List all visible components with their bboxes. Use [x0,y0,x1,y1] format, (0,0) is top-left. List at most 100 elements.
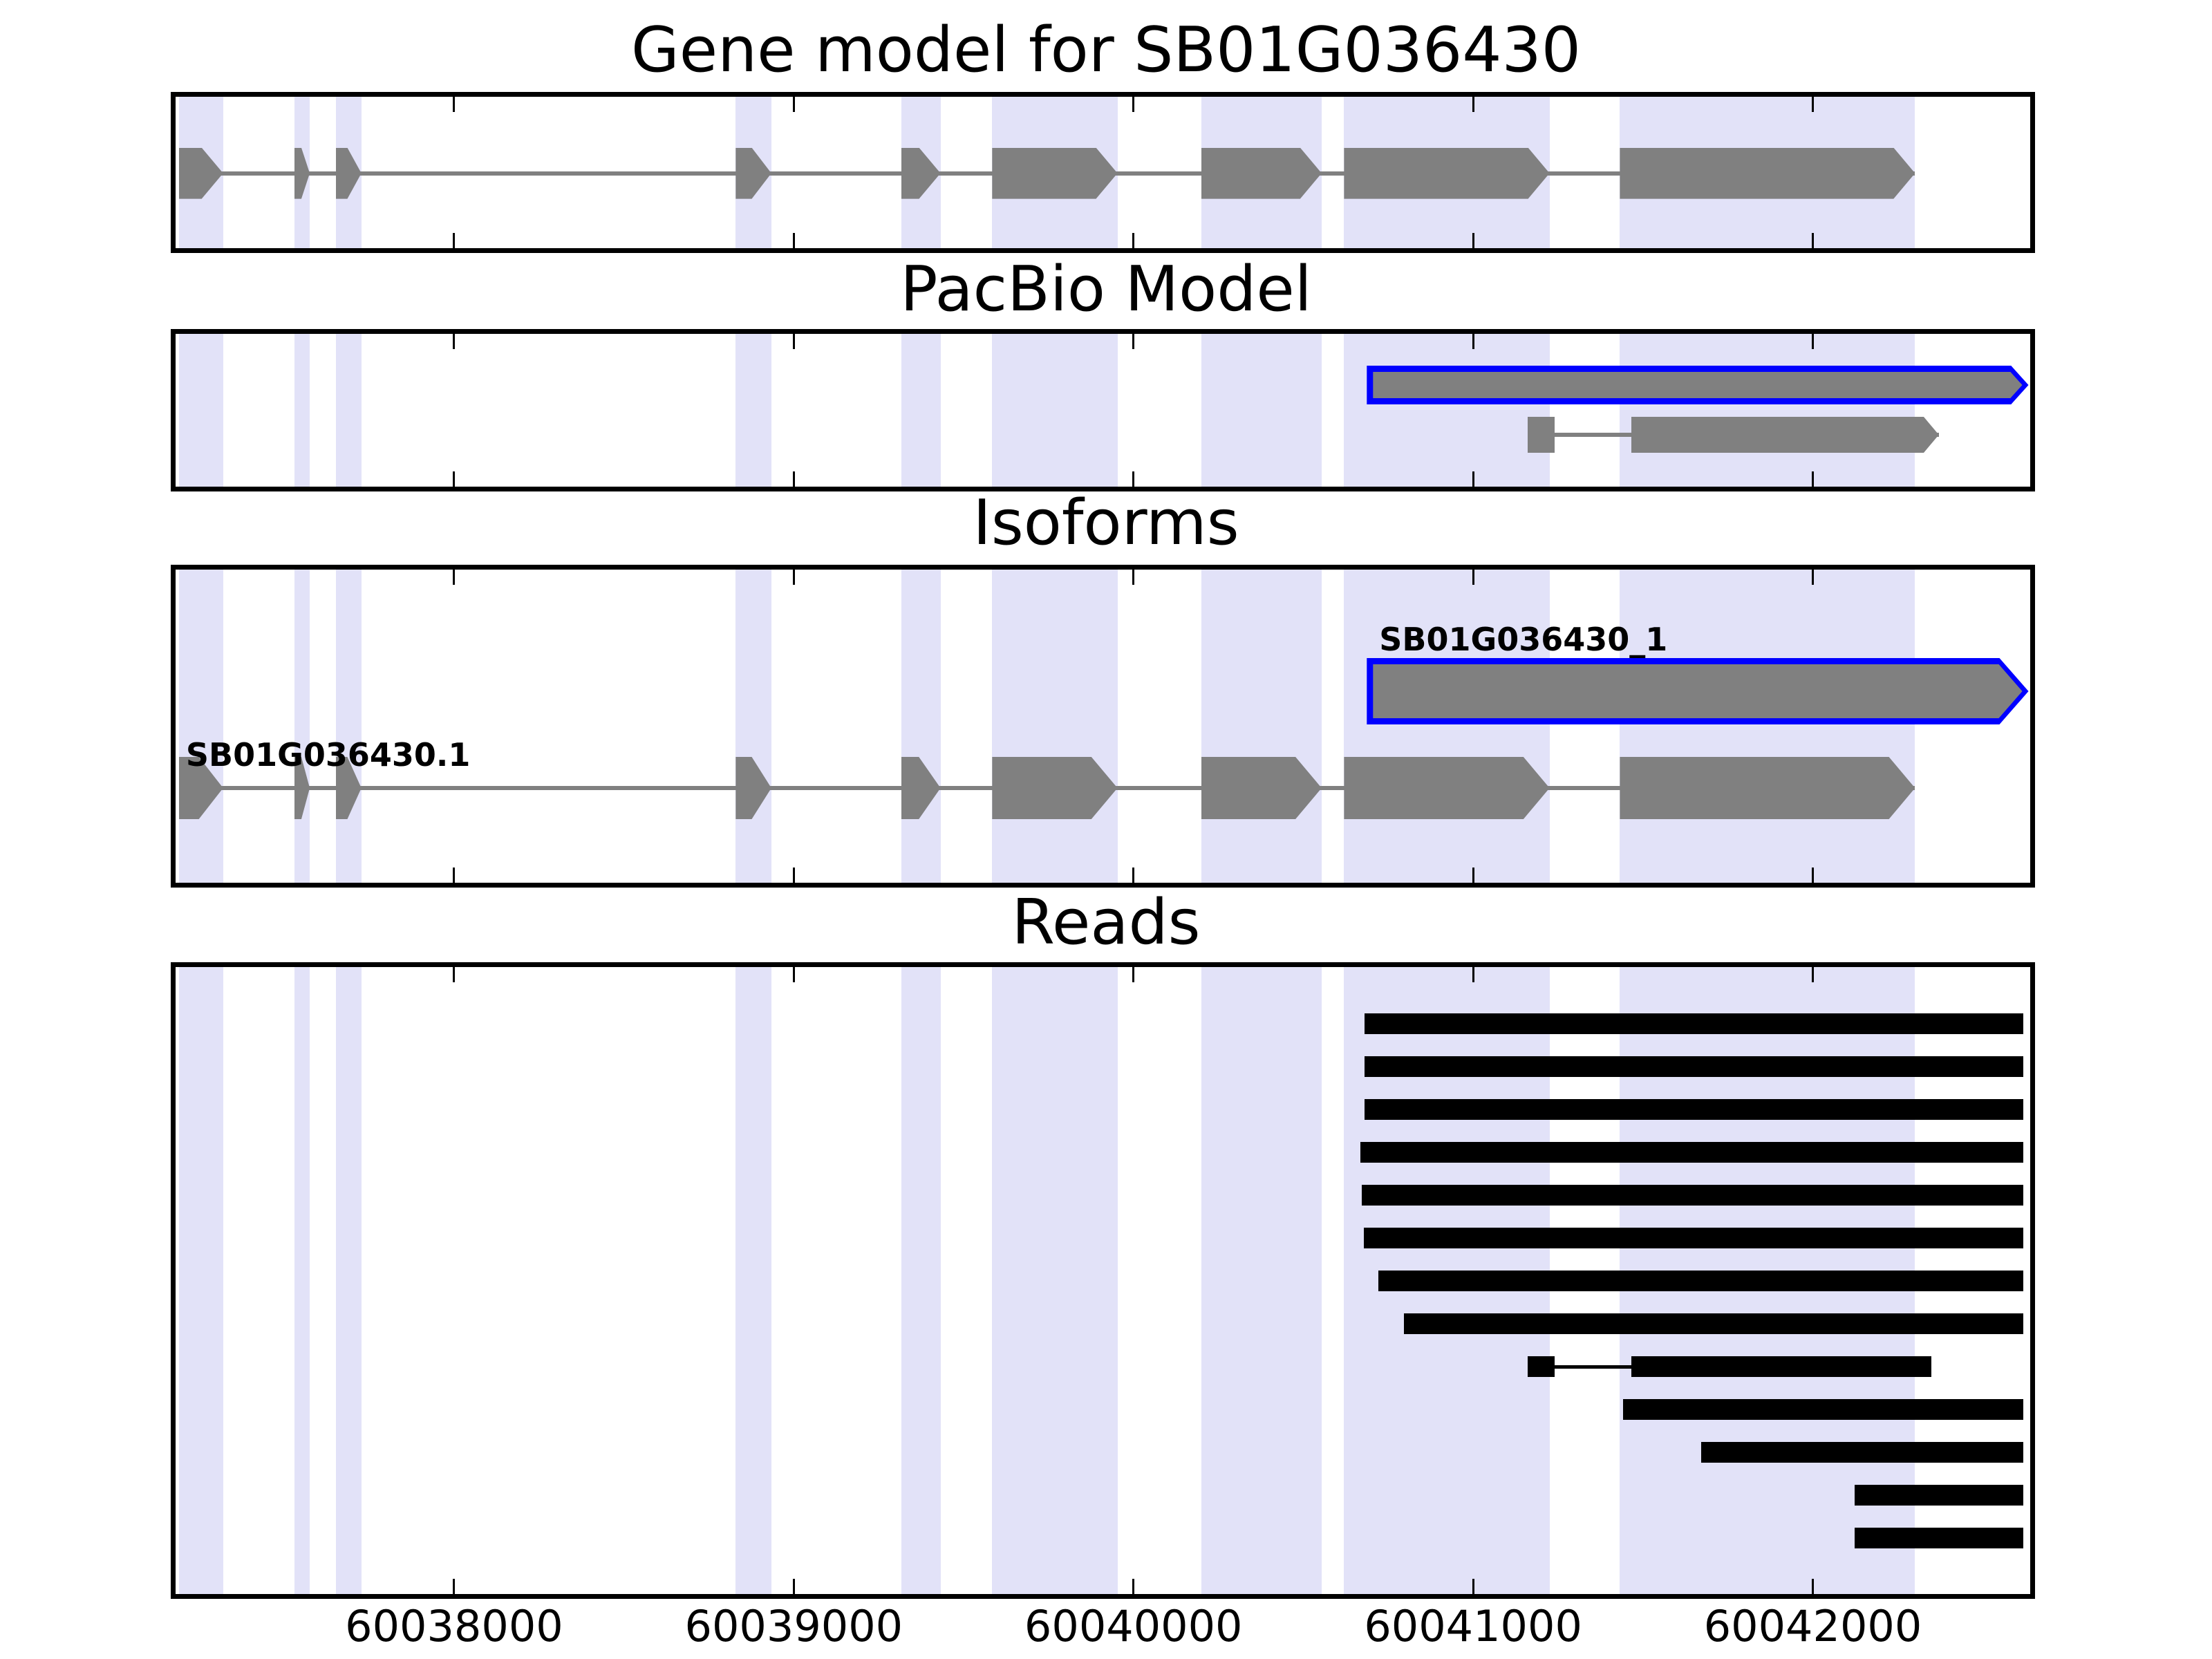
axis-tick [1812,97,1814,112]
axis-tick [453,1579,456,1594]
axis-tick [1472,1579,1474,1594]
exon-highlight-band [735,967,771,1594]
axis-tick [792,967,795,982]
axis-tick [792,868,795,883]
exon-highlight-band [901,967,941,1594]
axis-tick [792,1579,795,1594]
axis-tick [453,967,456,982]
exon-highlight-band [178,967,223,1594]
axis-tick [792,97,795,112]
title-reads: Reads [1011,886,1201,959]
exon-arrow [992,757,1118,819]
axis-tick [1472,471,1474,487]
axis-tick [1132,233,1135,248]
read-bar [1361,1185,2024,1206]
read-bar [1404,1313,2024,1334]
axis-tick [1132,1579,1135,1594]
axis-tick [1132,967,1135,982]
exon-highlight-band [992,967,1118,1594]
read-bar [1364,1013,2024,1034]
exon-highlight-band [992,334,1118,487]
isoform-label: SB01G036430.1 [185,736,471,774]
axis-tick [453,97,456,112]
read-bar [1364,1056,2024,1077]
exon-highlight-band [294,967,310,1594]
exon-highlight-band [992,570,1118,883]
axis-tick [453,233,456,248]
exon-highlight-band [294,334,310,487]
read-bar [1527,1356,1555,1377]
read-bar [1854,1485,2024,1506]
read-bar [1631,1356,1932,1377]
axis-tick [1132,471,1135,487]
exon-highlight-band [1620,334,1915,487]
x-tick-label: 60042000 [1703,1601,1922,1651]
axis-tick [453,471,456,487]
read-bar [1622,1399,2024,1420]
axis-tick [453,570,456,585]
axis-tick [1472,97,1474,112]
axis-tick [1812,334,1814,349]
panel-isoforms: SB01G036430_1 SB01G036430.1 [171,565,2035,888]
pacbio-arrow-outline [1367,366,2029,404]
exon-highlight-band [901,334,941,487]
x-tick-label: 60041000 [1364,1601,1582,1651]
exon-arrow [1344,757,1550,819]
x-tick-label: 60040000 [1024,1601,1243,1651]
exon-highlight-band [1620,570,1915,883]
axis-tick [1472,570,1474,585]
axis-tick [1812,868,1814,883]
read-bar [1363,1228,2024,1248]
title-gene-model: Gene model for SB01G036430 [630,14,1582,86]
axis-tick [1132,570,1135,585]
isoform-label: SB01G036430_1 [1379,621,1668,658]
exon-highlight-band [1201,570,1322,883]
axis-tick [1812,1579,1814,1594]
exon-highlight-band [1344,334,1550,487]
exon-arrow [1620,147,1915,199]
exon-highlight-band [735,570,771,883]
title-pacbio-model: PacBio Model [900,253,1312,326]
axis-tick [1472,967,1474,982]
read-bar [1360,1142,2024,1163]
axis-tick [1472,334,1474,349]
exon-highlight-band [178,334,223,487]
exon-highlight-band [294,570,310,883]
axis-tick [1812,967,1814,982]
exon-arrow [1344,147,1550,199]
read-bar [1700,1442,2024,1463]
axis-tick [1132,97,1135,112]
panel-pacbio-model [171,329,2035,491]
axis-tick [792,334,795,349]
panel-gene-model [171,92,2035,253]
read-bar [1854,1528,2024,1548]
exon-highlight-band [335,967,362,1594]
exon-highlight-band [178,570,223,883]
axis-tick [1472,868,1474,883]
exon-highlight-band [1201,334,1322,487]
axis-tick [792,570,795,585]
exon-arrow [1373,664,2023,718]
exon-arrow [1527,417,1555,453]
axis-tick [1132,868,1135,883]
exon-arrow [1631,417,1939,453]
exon-arrow [1620,757,1915,819]
axis-tick [1132,334,1135,349]
exon-highlight-band [1201,967,1322,1594]
x-tick-label: 60038000 [345,1601,563,1651]
exon-highlight-band [735,334,771,487]
exon-highlight-band [335,570,362,883]
exon-arrow [1201,147,1322,199]
exon-arrow [1373,372,2023,398]
axis-tick [1812,471,1814,487]
panel-reads [171,962,2035,1599]
axis-tick [792,233,795,248]
exon-highlight-band [901,570,941,883]
axis-tick [1812,233,1814,248]
read-bar [1364,1099,2024,1120]
exon-arrow [992,147,1118,199]
exon-highlight-band [335,334,362,487]
exon-highlight-band [1344,570,1550,883]
axis-tick [1472,233,1474,248]
